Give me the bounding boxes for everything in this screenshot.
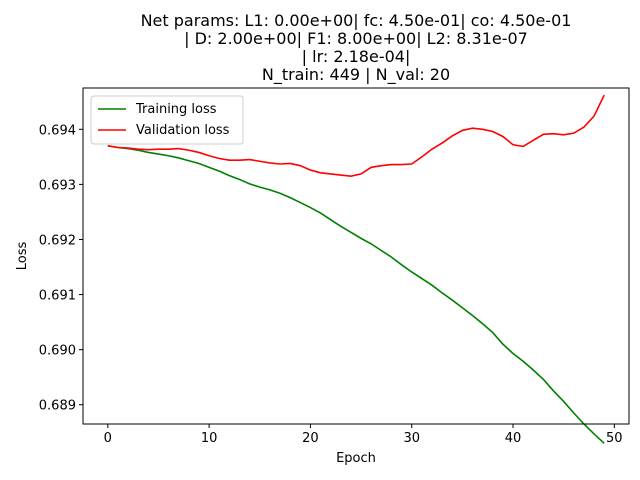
- y-tick-label: 0.690: [39, 344, 76, 359]
- x-axis-label: Epoch: [336, 451, 376, 466]
- x-tick-label: 0: [104, 431, 112, 446]
- y-axis-label: Loss: [15, 242, 30, 271]
- series-line-validation-loss: [107, 94, 605, 177]
- x-tick-label: 30: [403, 431, 420, 446]
- y-tick-label: 0.692: [39, 233, 76, 248]
- plot-lines: [107, 94, 605, 444]
- legend-label-validation: Validation loss: [136, 123, 230, 138]
- chart-title-line-1: Net params: L1: 0.00e+00| fc: 4.50e-01| …: [140, 11, 572, 30]
- x-tick-label: 50: [606, 431, 623, 446]
- y-tick-label: 0.691: [39, 289, 76, 304]
- y-tick-label: 0.689: [39, 399, 76, 414]
- y-tick-label: 0.693: [39, 178, 76, 193]
- x-tick-label: 10: [201, 431, 218, 446]
- x-tick-label: 40: [505, 431, 522, 446]
- chart-title-line-3: | lr: 2.18e-04|: [301, 47, 411, 66]
- y-axis-ticks: 0.689 0.690 0.691 0.692 0.693 0.694: [39, 123, 83, 414]
- legend-box: [90, 95, 244, 145]
- chart-title-line-2: | D: 2.00e+00| F1: 8.00e+00| L2: 8.31e-0…: [184, 29, 528, 48]
- x-tick-label: 20: [302, 431, 319, 446]
- chart-title-line-4: N_train: 449 | N_val: 20: [261, 65, 451, 84]
- y-tick-label: 0.694: [39, 123, 76, 138]
- series-line-training-loss: [107, 145, 605, 444]
- legend: Training loss Validation loss: [90, 95, 244, 145]
- plot-frame: [82, 87, 630, 425]
- legend-label-training: Training loss: [135, 102, 217, 117]
- x-axis-ticks: 0 10 20 30 40 50: [104, 424, 623, 446]
